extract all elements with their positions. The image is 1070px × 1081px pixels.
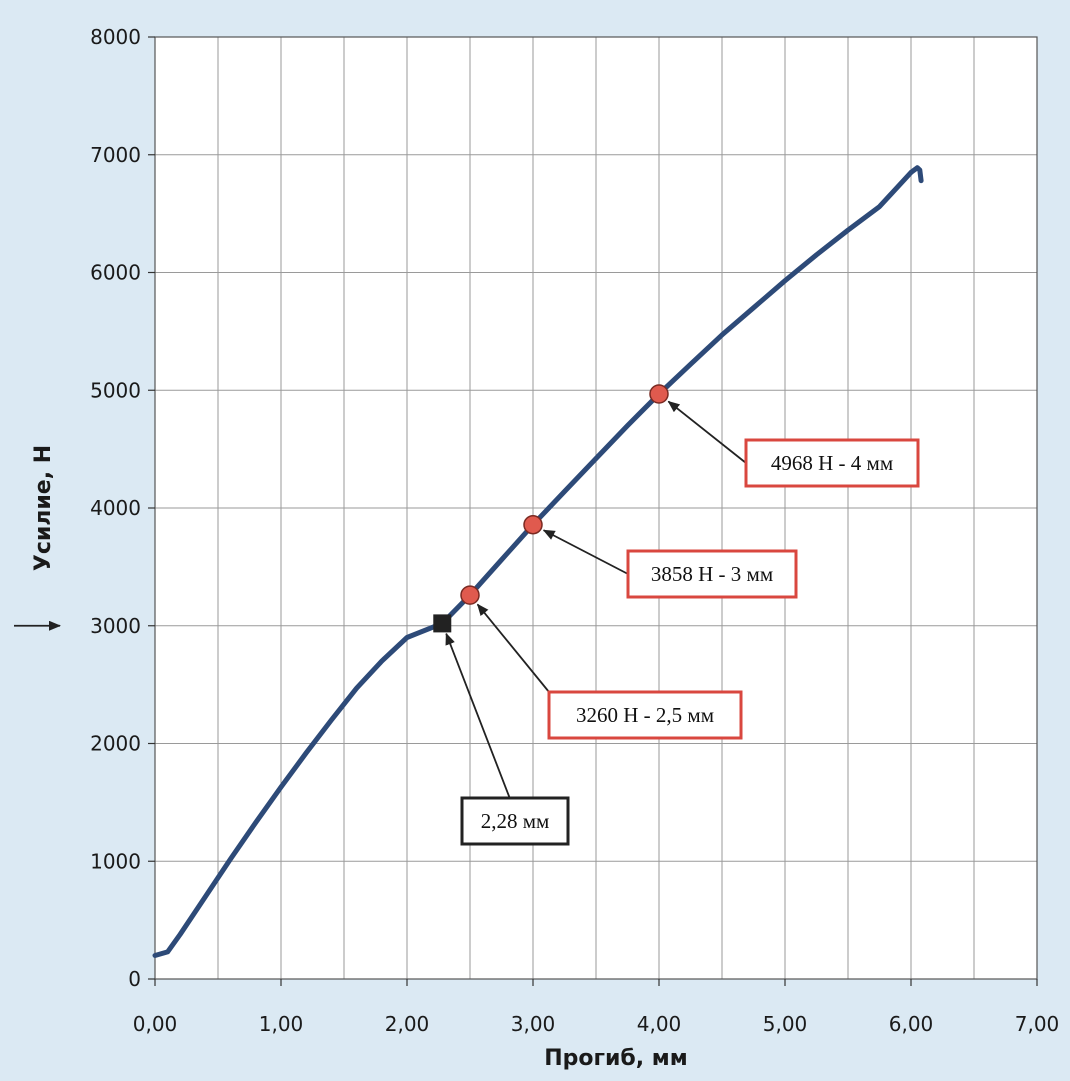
annotation-arrow	[667, 400, 747, 464]
y-tick-label: 1000	[90, 849, 141, 873]
data-point-marker	[460, 585, 480, 605]
annotation-label: 2,28 мм	[481, 809, 550, 833]
y-tick-label: 3000	[90, 614, 141, 638]
annotation-box	[744, 438, 920, 488]
annotation-arrows	[445, 400, 747, 799]
data-point-marker-square	[433, 614, 452, 633]
annotation-label: 3858 Н - 3 мм	[651, 562, 773, 586]
x-tick-label: 1,00	[259, 1012, 304, 1036]
data-point-marker	[649, 384, 669, 404]
annotation-labels: 3260 Н - 2,5 мм 3858 Н - 3 мм 4968 Н - 4 м…	[460, 438, 920, 846]
y-tick-label: 0	[128, 967, 141, 991]
y-tick-label: 2000	[90, 732, 141, 756]
x-tick-label: 7,00	[1015, 1012, 1060, 1036]
annotation-arrow	[542, 529, 629, 575]
annotation-arrow	[445, 632, 511, 799]
grid-lines	[155, 37, 1037, 979]
data-point-marker	[523, 514, 543, 535]
annotation-label: 3260 Н - 2,5 мм	[576, 703, 714, 727]
x-tick-label: 6,00	[889, 1012, 934, 1036]
annotation-box	[460, 796, 570, 846]
annotation-box	[547, 690, 743, 740]
y-tick-label: 8000	[90, 25, 141, 49]
x-tick-label: 2,00	[385, 1012, 430, 1036]
x-tick-label: 3,00	[511, 1012, 556, 1036]
y-tick-label: 6000	[90, 261, 141, 285]
x-tick-label: 4,00	[637, 1012, 682, 1036]
y-tick-label: 5000	[90, 378, 141, 402]
y-tick-label: 7000	[90, 143, 141, 167]
annotation-arrow	[476, 603, 550, 693]
y-axis-title: Усилие, Н	[31, 445, 56, 571]
annotation-box	[626, 549, 798, 599]
ticks: 0 1000 2000 3000 4000 5000 6000 7000 8000 0,00 1,0…	[90, 25, 1059, 1036]
y-tick-label: 4000	[90, 496, 141, 520]
annotation-label: 4968 Н - 4 мм	[771, 451, 893, 475]
x-tick-label: 0,00	[133, 1012, 178, 1036]
x-axis-title: Прогиб, мм	[544, 1046, 688, 1071]
x-tick-label: 5,00	[763, 1012, 808, 1036]
markers	[433, 384, 669, 633]
